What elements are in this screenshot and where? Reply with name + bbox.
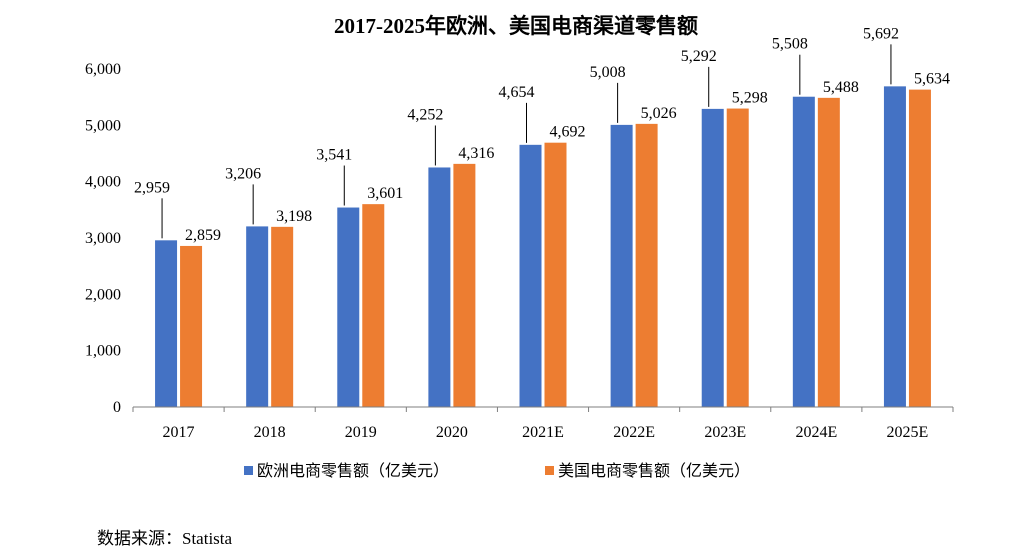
bar-usa xyxy=(362,204,385,407)
y-tick-label: 2,000 xyxy=(85,286,121,303)
x-tick-label: 2017 xyxy=(163,424,195,441)
bar-europe xyxy=(701,108,724,407)
legend-label: 欧洲电商零售额（亿美元） xyxy=(257,462,449,480)
y-axis: 0 1,000 2,000 3,000 4,000 5,000 6,000 xyxy=(85,61,121,416)
bar-usa xyxy=(180,245,203,407)
bar-usa xyxy=(271,226,294,407)
bar-usa xyxy=(544,142,567,407)
bar-europe xyxy=(246,226,269,407)
data-label-europe: 3,541 xyxy=(316,147,352,164)
bar-usa xyxy=(817,97,840,408)
bar-usa xyxy=(726,108,749,408)
data-label-usa: 3,601 xyxy=(367,185,403,202)
data-label-usa: 5,298 xyxy=(732,90,768,107)
data-label-europe: 4,654 xyxy=(499,84,535,101)
x-tick-label: 2023E xyxy=(704,424,746,441)
bar-europe xyxy=(519,144,542,408)
bar-europe xyxy=(792,96,815,407)
data-label-europe: 5,292 xyxy=(681,48,717,65)
legend-label: 美国电商零售额（亿美元） xyxy=(558,462,750,480)
x-tick-label: 2025E xyxy=(887,424,929,441)
y-tick-label: 6,000 xyxy=(85,61,121,78)
plot-area: 2,959 3,206 3,541 4,252 4,654 5,008 5,292 5,508… xyxy=(134,25,950,408)
y-tick-label: 4,000 xyxy=(85,174,121,191)
bar-europe xyxy=(155,240,178,407)
x-tick-label: 2019 xyxy=(345,424,377,441)
legend-swatch xyxy=(244,466,253,475)
bar-usa xyxy=(908,89,931,408)
data-label-usa: 5,634 xyxy=(914,71,950,88)
chart-title: 2017-2025年欧洲、美国电商渠道零售额 xyxy=(334,14,698,38)
bar-europe xyxy=(337,207,360,407)
bar-usa xyxy=(635,123,658,408)
data-label-usa: 5,488 xyxy=(823,79,859,96)
legend: 欧洲电商零售额（亿美元） 美国电商零售额（亿美元） xyxy=(244,462,750,480)
bar-usa xyxy=(453,163,476,407)
data-label-europe: 5,692 xyxy=(863,25,899,42)
data-label-usa: 3,198 xyxy=(276,208,312,225)
source-note: 数据来源：Statista xyxy=(97,529,233,548)
data-label-usa: 2,859 xyxy=(185,227,221,244)
data-label-europe: 2,959 xyxy=(134,179,170,196)
x-axis: 2017 2018 2019 2020 2021E 2022E 2023E 2024E 2025… xyxy=(132,406,954,441)
y-tick-label: 1,000 xyxy=(85,343,121,360)
data-label-usa: 4,692 xyxy=(550,124,586,141)
y-tick-label: 3,000 xyxy=(85,230,121,247)
data-label-usa: 4,316 xyxy=(458,145,494,162)
bar-europe xyxy=(883,86,906,407)
data-label-europe: 4,252 xyxy=(407,106,443,123)
x-tick-label: 2022E xyxy=(613,424,655,441)
x-tick-label: 2024E xyxy=(795,424,837,441)
x-tick-label: 2018 xyxy=(254,424,286,441)
data-label-europe: 5,008 xyxy=(590,64,626,81)
x-tick-label: 2020 xyxy=(436,424,468,441)
data-label-europe: 3,206 xyxy=(225,165,261,182)
bar-europe xyxy=(428,167,451,407)
bar-europe xyxy=(610,124,633,408)
legend-swatch xyxy=(545,466,554,475)
x-tick-label: 2021E xyxy=(522,424,564,441)
data-label-europe: 5,508 xyxy=(772,36,808,53)
y-tick-label: 5,000 xyxy=(85,117,121,134)
y-tick-label: 0 xyxy=(113,399,121,416)
data-label-usa: 5,026 xyxy=(641,105,677,122)
